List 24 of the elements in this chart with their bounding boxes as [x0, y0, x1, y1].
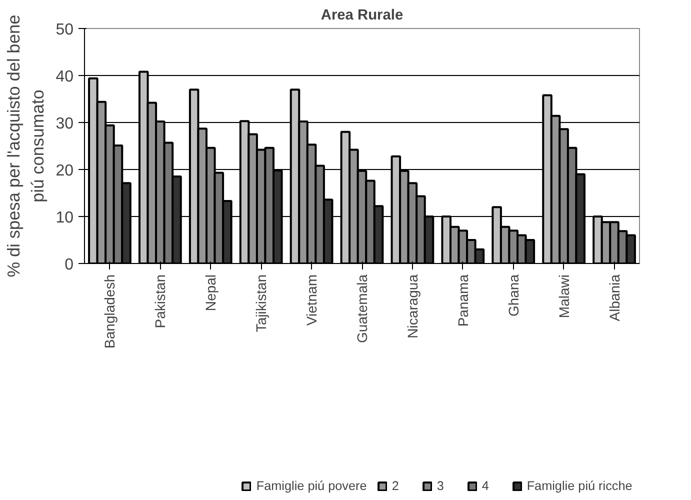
legend-label: Famiglie piú povere	[256, 478, 367, 492]
legend-label: 3	[436, 478, 445, 492]
x-tick-label: Albania	[606, 274, 622, 322]
x-tick-label: Bangladesh	[102, 274, 118, 348]
chart-title: Area Rurale	[320, 8, 404, 24]
y-tick-label: 30	[56, 116, 74, 132]
x-tick-label: Ghana	[505, 274, 522, 317]
x-tick-label: Malawi	[556, 274, 572, 318]
x-tick-label: Vietnam	[304, 274, 320, 326]
y-tick-label: 40	[56, 68, 74, 86]
x-tick-label: Nepal	[202, 274, 219, 312]
y-tick-label: 0	[64, 256, 74, 274]
y-tick-label: 50	[56, 22, 74, 38]
x-tick-label: Panama	[454, 274, 471, 327]
legend-label: Famiglie piú ricche	[526, 478, 632, 492]
x-tick-label: Guatemala	[354, 274, 370, 343]
x-tick-label: Tajikistan	[253, 274, 270, 332]
y-axis-title: % di spesa per l'acquisto del bene piú consumato	[4, 14, 48, 278]
y-tick-label: 10	[56, 210, 74, 226]
legend-label: 2	[392, 478, 400, 492]
legend-label: 4	[482, 478, 490, 492]
x-tick-label: Nicaragua	[404, 274, 420, 338]
y-tick-label: 20	[56, 162, 74, 180]
x-tick-label: Pakistan	[152, 274, 168, 328]
